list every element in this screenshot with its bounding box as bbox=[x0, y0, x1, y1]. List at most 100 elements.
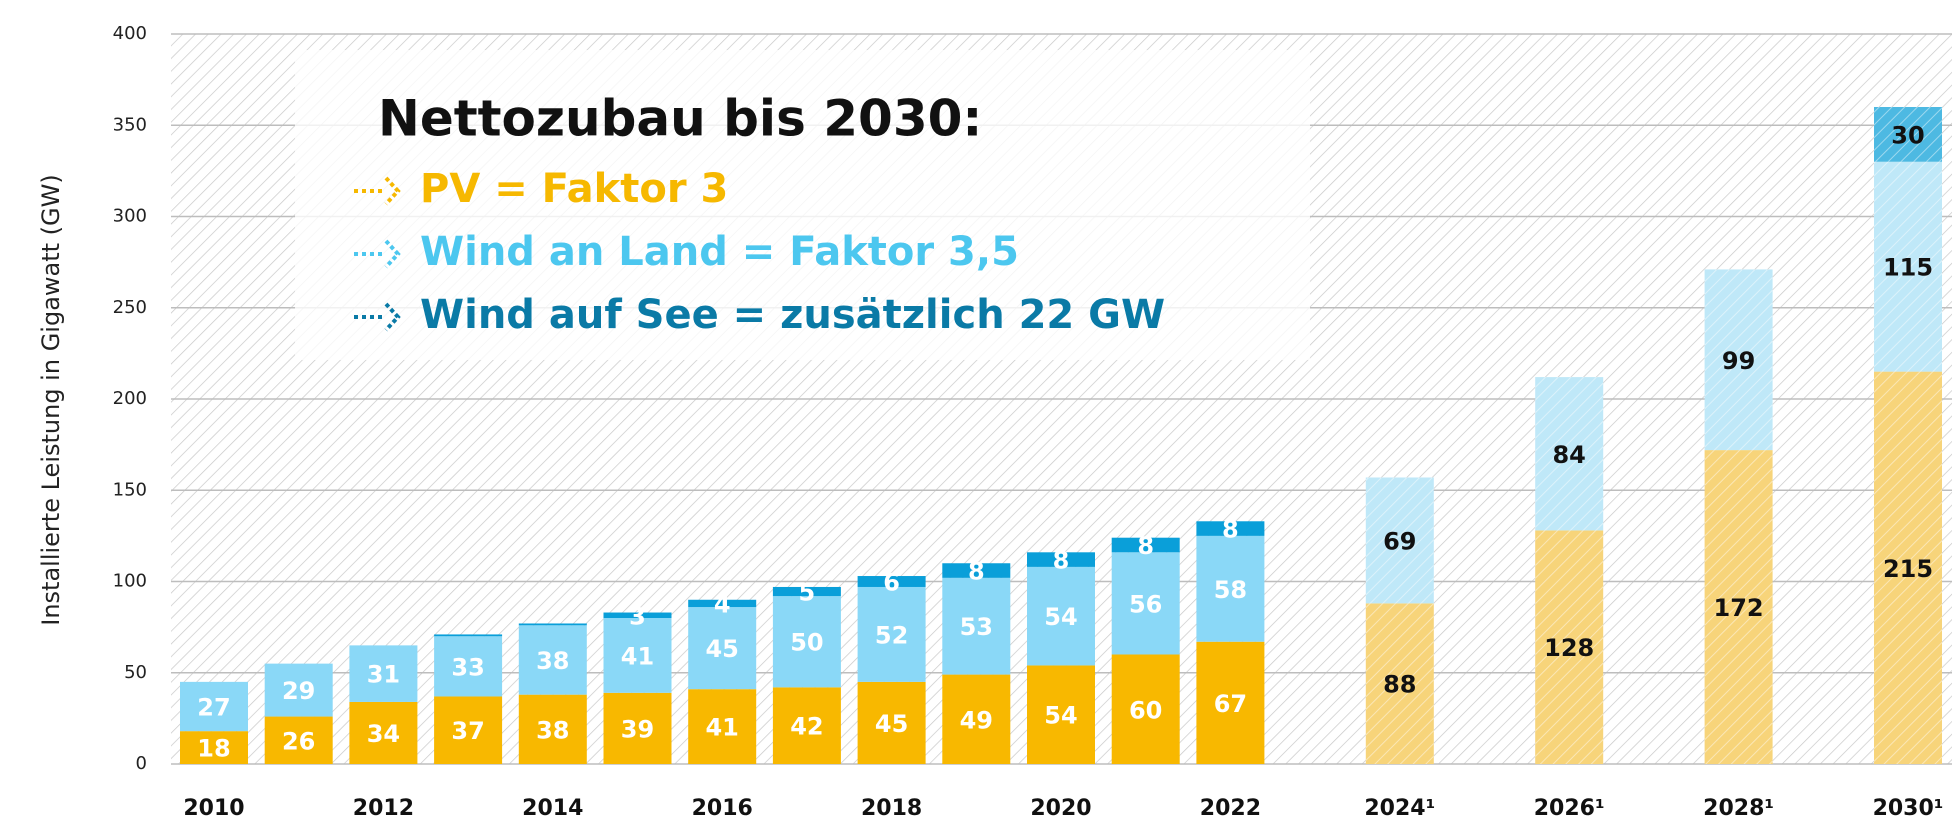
data-label: 8 bbox=[1222, 516, 1239, 544]
bar-segment bbox=[688, 689, 757, 764]
y-tick-label: 300 bbox=[113, 206, 147, 227]
x-tick-label: 2010 bbox=[183, 796, 244, 821]
data-label: 56 bbox=[1129, 590, 1162, 618]
y-tick-label: 100 bbox=[113, 571, 147, 592]
data-label: 42 bbox=[790, 713, 823, 741]
x-tick-label: 2012 bbox=[353, 796, 414, 821]
data-label: 39 bbox=[621, 715, 654, 743]
bar-segment bbox=[434, 696, 503, 764]
data-label: 41 bbox=[705, 714, 738, 742]
y-tick-label: 350 bbox=[113, 114, 147, 135]
data-label: 3 bbox=[629, 602, 646, 630]
legend-arrow bbox=[384, 302, 401, 332]
bar-segment bbox=[942, 563, 1011, 578]
bar-segment bbox=[180, 681, 248, 732]
data-label: 54 bbox=[1044, 702, 1077, 730]
data-label: 84 bbox=[1552, 441, 1585, 469]
hatch-overlay bbox=[1535, 530, 1604, 764]
bar-segment bbox=[518, 625, 587, 695]
x-tick-label: 2028¹ bbox=[1703, 796, 1774, 821]
data-label: 50 bbox=[790, 629, 823, 657]
data-label: 49 bbox=[960, 706, 993, 734]
bar-segment bbox=[1027, 552, 1095, 567]
bar-segment bbox=[772, 687, 841, 764]
bar-segment bbox=[942, 674, 1011, 764]
legend-text: Wind auf See = zusätzlich 22 GW bbox=[420, 292, 1165, 338]
y-tick-label: 50 bbox=[124, 662, 147, 683]
data-label: 41 bbox=[621, 642, 654, 670]
data-label: 4 bbox=[714, 590, 731, 618]
y-tick-label: 150 bbox=[113, 479, 147, 500]
bar-segment bbox=[518, 623, 587, 626]
annotation-box bbox=[295, 50, 1310, 360]
bar-segment bbox=[857, 681, 926, 764]
x-tick-label: 2020 bbox=[1030, 796, 1091, 821]
hatch-overlay bbox=[1874, 161, 1942, 372]
bar-segment bbox=[518, 694, 587, 764]
bar-segment bbox=[603, 692, 672, 764]
data-label: 18 bbox=[197, 735, 230, 763]
data-label: 8 bbox=[1137, 532, 1154, 560]
bar-segment bbox=[857, 576, 926, 587]
data-label: 30 bbox=[1891, 121, 1924, 149]
bar-segment bbox=[349, 701, 418, 764]
data-label: 45 bbox=[705, 635, 738, 663]
bar-segment bbox=[1111, 654, 1180, 764]
bar-segment bbox=[1196, 641, 1265, 764]
x-tick-label: 2016 bbox=[692, 796, 753, 821]
data-label: 52 bbox=[875, 621, 908, 649]
hatch-overlay bbox=[1874, 371, 1942, 764]
data-label: 5 bbox=[799, 579, 816, 607]
data-label: 37 bbox=[451, 717, 484, 745]
bar-segment bbox=[1111, 552, 1180, 655]
bar-segment bbox=[942, 577, 1011, 675]
bar-segment bbox=[349, 645, 418, 702]
data-label: 26 bbox=[282, 727, 315, 755]
data-label: 215 bbox=[1883, 555, 1933, 583]
hatch-overlay bbox=[1365, 477, 1434, 604]
data-label: 27 bbox=[197, 694, 230, 722]
data-label: 60 bbox=[1129, 696, 1162, 724]
bar-segment bbox=[772, 586, 841, 597]
data-label: 33 bbox=[451, 653, 484, 681]
data-label: 34 bbox=[367, 720, 400, 748]
data-label: 38 bbox=[536, 716, 569, 744]
data-label: 69 bbox=[1383, 527, 1416, 555]
bar-segment bbox=[857, 586, 926, 682]
y-tick-label: 0 bbox=[136, 753, 147, 774]
data-label: 115 bbox=[1883, 254, 1933, 282]
bar-segment bbox=[603, 618, 672, 693]
data-label: 54 bbox=[1044, 603, 1077, 631]
y-tick-label: 400 bbox=[113, 23, 147, 44]
bar-segment bbox=[603, 612, 672, 618]
annotation-title: Nettozubau bis 2030: bbox=[378, 90, 982, 148]
data-label: 67 bbox=[1214, 690, 1247, 718]
bar-segment bbox=[772, 596, 841, 688]
x-tick-label: 2026¹ bbox=[1534, 796, 1605, 821]
legend-arrow bbox=[384, 176, 401, 206]
data-label: 8 bbox=[968, 558, 985, 586]
bar-segment bbox=[688, 607, 757, 690]
data-label: 38 bbox=[536, 647, 569, 675]
data-label: 29 bbox=[282, 677, 315, 705]
bar-segment bbox=[1196, 535, 1265, 642]
hatch-overlay bbox=[1535, 377, 1604, 531]
data-label: 99 bbox=[1722, 347, 1755, 375]
bar-segment bbox=[1027, 566, 1095, 666]
hatch-overlay bbox=[1704, 450, 1773, 764]
bar-segment bbox=[1196, 521, 1265, 536]
data-label: 6 bbox=[883, 569, 900, 597]
hatch-overlay bbox=[1704, 269, 1773, 451]
y-axis-label: Installierte Leistung in Gigawatt (GW) bbox=[37, 174, 65, 626]
bar-segment bbox=[1111, 537, 1180, 553]
y-tick-label: 250 bbox=[113, 297, 147, 318]
data-label: 88 bbox=[1383, 671, 1416, 699]
data-label: 45 bbox=[875, 710, 908, 738]
data-label: 53 bbox=[960, 613, 993, 641]
data-label: 8 bbox=[1053, 547, 1070, 575]
hatch-overlay bbox=[1874, 107, 1942, 162]
bar-segment bbox=[688, 599, 757, 608]
data-label: 31 bbox=[367, 661, 400, 689]
x-tick-label: 2014 bbox=[522, 796, 583, 821]
bar-segment bbox=[1027, 665, 1095, 764]
